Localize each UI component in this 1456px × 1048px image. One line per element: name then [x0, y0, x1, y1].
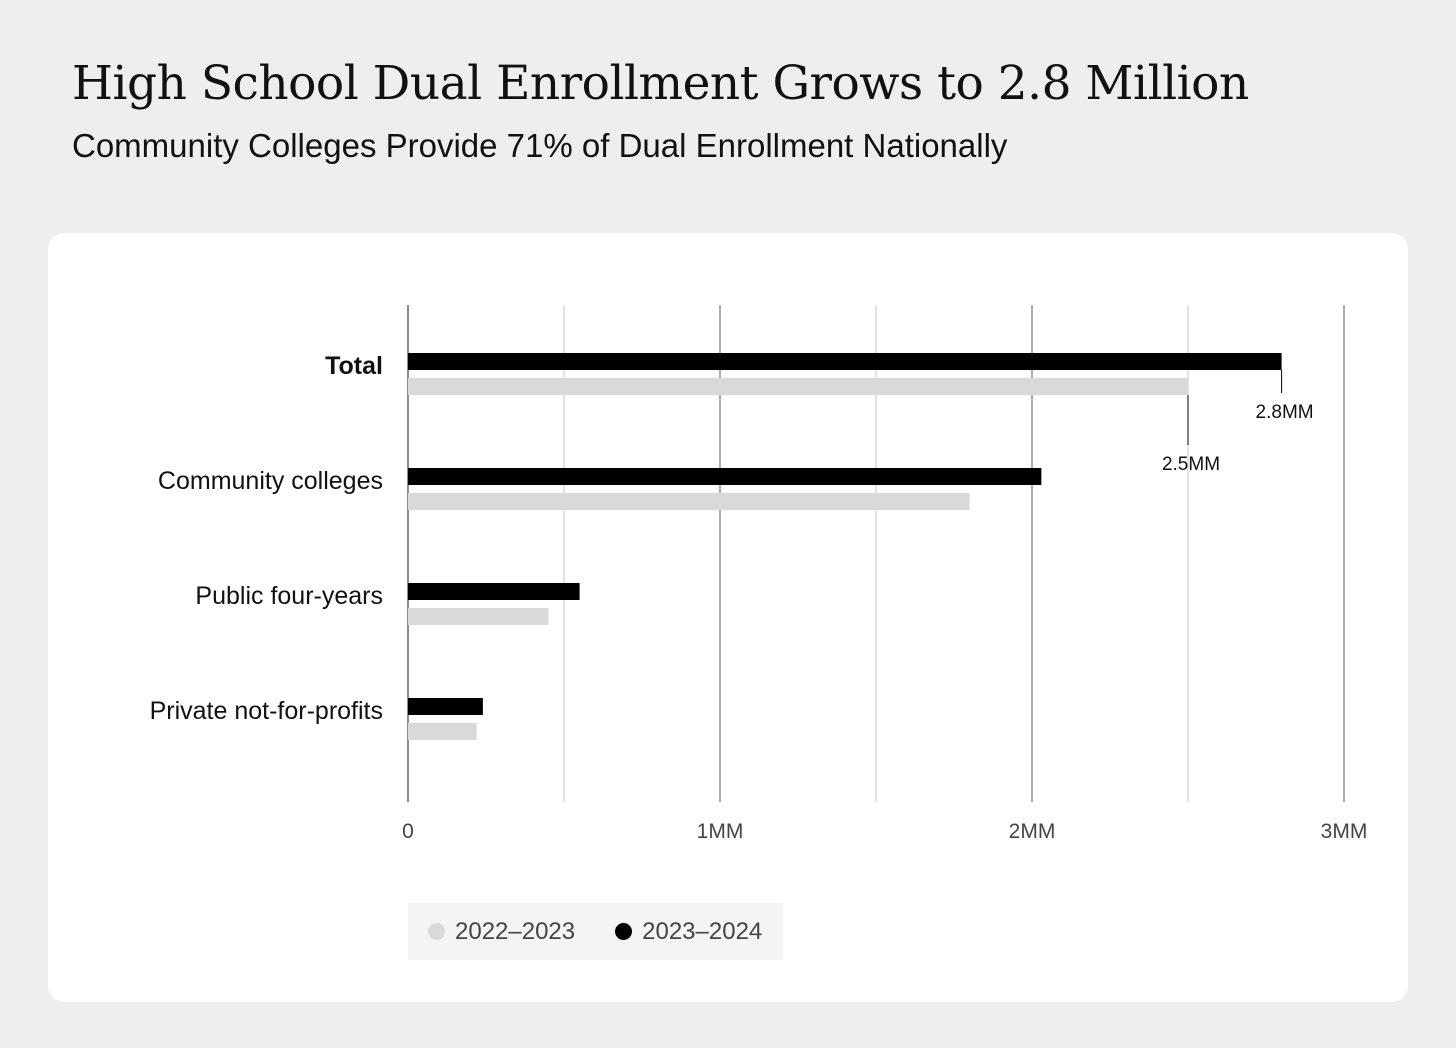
annotation-label-2-8mm: 2.8MM: [1256, 402, 1314, 423]
x-tick-label-1mm: 1MM: [697, 820, 744, 843]
x-tick-label-3mm: 3MM: [1321, 820, 1368, 843]
legend-label-2022-2023: 2022–2023: [455, 917, 576, 945]
bar-chart: 0 1MM 2MM 3MM Total Community colleges Public …: [150, 305, 1368, 843]
chart-subtitle: Community Colleges Provide 71% of Dual E…: [72, 127, 1008, 164]
chart-card: 0 1MM 2MM 3MM Total Community colleges Public …: [48, 233, 1408, 1002]
x-tick-label-2mm: 2MM: [1009, 820, 1056, 843]
legend-swatch-2022-2023: [428, 923, 445, 940]
bar-community-colleges-2023-2024: [408, 468, 1042, 485]
bar-community-colleges-2022-2023: [408, 493, 970, 510]
chart-legend: 2022–2023 2023–2024: [408, 903, 784, 960]
legend-swatch-2023-2024: [615, 923, 633, 940]
chart-title: High School Dual Enrollment Grows to 2.8…: [72, 56, 1249, 111]
bar-public-four-years-2022-2023: [408, 608, 549, 625]
bar-private-not-for-profits-2022-2023: [408, 723, 477, 740]
legend-label-2023-2024: 2023–2024: [642, 917, 763, 945]
annotation-label-2-5mm: 2.5MM: [1162, 454, 1220, 475]
legend-item-2022-2023: 2022–2023: [428, 918, 575, 946]
bar-private-not-for-profits-2023-2024: [408, 698, 483, 715]
category-label-private-not-for-profits: Private not-for-profits: [150, 697, 383, 725]
bar-total-2022-2023: [408, 378, 1188, 395]
category-label-total: Total: [325, 352, 383, 380]
category-label-public-four-years: Public four-years: [195, 582, 383, 610]
legend-item-2023-2024: 2023–2024: [615, 918, 762, 946]
x-tick-label-0: 0: [402, 820, 414, 843]
bar-public-four-years-2023-2024: [408, 583, 580, 600]
category-label-community-colleges: Community colleges: [158, 467, 383, 495]
bar-total-2023-2024: [408, 353, 1282, 370]
